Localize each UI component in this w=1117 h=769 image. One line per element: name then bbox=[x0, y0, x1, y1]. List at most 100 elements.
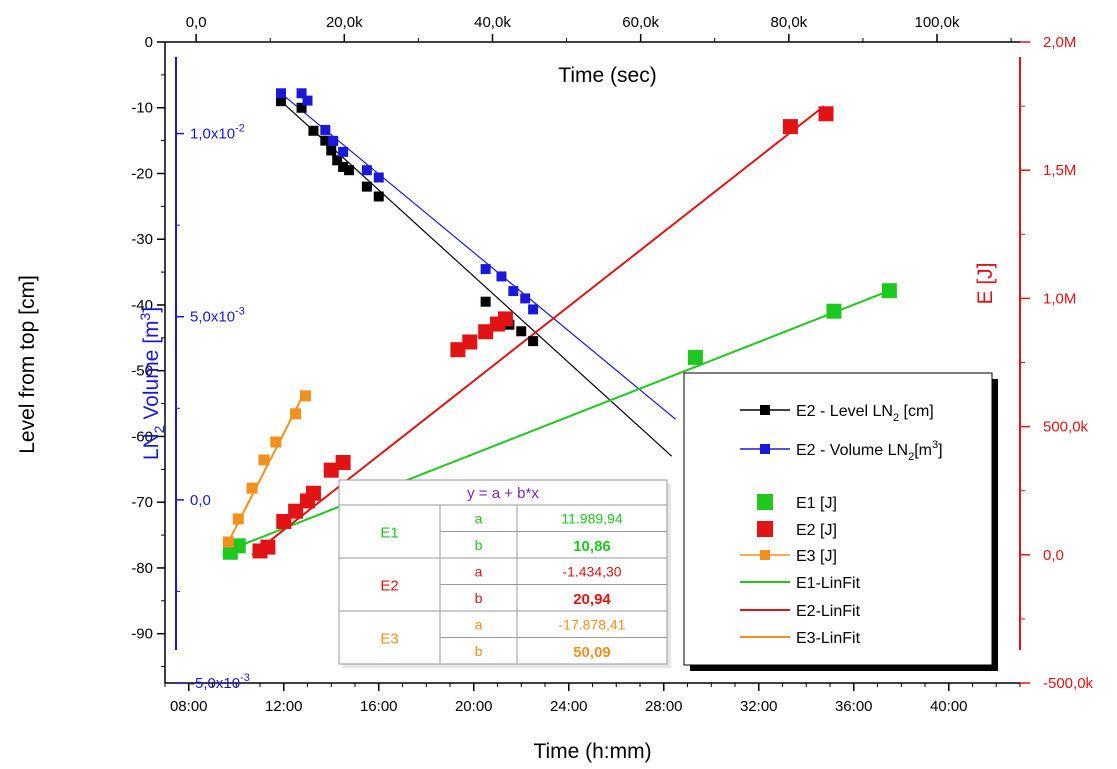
bottom-axis-label: Time (h:mm) bbox=[533, 740, 651, 763]
left-tick-label: -20 bbox=[131, 165, 153, 182]
data-point bbox=[516, 326, 527, 337]
left-tick-label: -50 bbox=[131, 363, 153, 380]
table-param-label: b bbox=[475, 590, 483, 606]
legend: E2 - Level LN2 [cm] E2 - Volume LN2[m3] E1… bbox=[683, 372, 998, 671]
data-point bbox=[308, 125, 319, 136]
data-point bbox=[276, 513, 292, 529]
data-point bbox=[320, 124, 331, 135]
top-tick-label: 0,0 bbox=[186, 14, 207, 31]
points-layer bbox=[222, 88, 897, 560]
table-value-a: -17.878,41 bbox=[559, 616, 626, 632]
data-point bbox=[296, 102, 307, 113]
bottom-tick-label: 36:00 bbox=[835, 698, 873, 715]
legend-label: E2 - Level LN2 [cm] bbox=[796, 403, 934, 424]
data-point bbox=[328, 135, 339, 146]
left-tick-label: -30 bbox=[131, 231, 153, 248]
data-point bbox=[520, 293, 531, 304]
bottom-tick-label: 32:00 bbox=[740, 698, 778, 715]
left-tick-label: -80 bbox=[131, 560, 153, 577]
table-param-label: a bbox=[475, 563, 483, 579]
data-point bbox=[222, 536, 234, 548]
legend-label: E3-LinFit bbox=[796, 630, 861, 647]
table-param-label: b bbox=[475, 537, 483, 553]
table-param-label: b bbox=[475, 643, 483, 659]
legend-marker bbox=[760, 405, 770, 415]
energy-tick-label: 2,0M bbox=[1043, 34, 1076, 51]
top-tick-label: 100,0k bbox=[914, 14, 960, 31]
energy-tick-label: -500,0k bbox=[1043, 675, 1094, 692]
data-point bbox=[373, 191, 384, 202]
legend-marker bbox=[757, 521, 773, 537]
volume-axis-label: LN2 Volume [m3] bbox=[137, 307, 167, 460]
data-point bbox=[275, 96, 286, 107]
top-tick-label: 80,0k bbox=[770, 14, 807, 31]
left-tick-label: -10 bbox=[131, 100, 153, 117]
data-point bbox=[496, 271, 507, 282]
axes-layer: 0 -10 -20 -30 -40 -50 -60 -70 -80 -90 Level from t… bbox=[16, 14, 1094, 763]
data-point bbox=[528, 336, 539, 347]
data-point bbox=[300, 390, 312, 402]
data-point bbox=[232, 513, 244, 525]
data-point bbox=[335, 454, 351, 470]
energy-tick-label: 1,0M bbox=[1043, 290, 1076, 307]
bottom-tick-label: 28:00 bbox=[645, 698, 683, 715]
data-point bbox=[881, 283, 897, 299]
bottom-tick-label: 12:00 bbox=[265, 698, 303, 715]
bottom-tick-label: 24:00 bbox=[550, 698, 588, 715]
legend-marker bbox=[760, 550, 770, 560]
energy-tick-label: 500,0k bbox=[1043, 419, 1089, 436]
top-axis-label: Time (sec) bbox=[558, 64, 656, 87]
data-point bbox=[258, 454, 270, 466]
left-tick-label: 0 bbox=[145, 34, 153, 51]
data-point bbox=[478, 324, 494, 340]
volume-tick-label: -5,0x10-3 bbox=[190, 672, 250, 692]
data-point bbox=[230, 538, 246, 554]
data-point bbox=[480, 264, 491, 275]
table-param-label: a bbox=[475, 616, 483, 632]
data-point bbox=[332, 155, 343, 166]
data-point bbox=[508, 286, 519, 297]
data-point bbox=[826, 303, 842, 319]
legend-label: E2 - Volume LN2[m3] bbox=[796, 439, 943, 463]
data-point bbox=[361, 165, 372, 176]
energy-axis-label: E [J] bbox=[974, 262, 997, 304]
bottom-tick-label: 16:00 bbox=[360, 698, 398, 715]
data-point bbox=[302, 95, 313, 106]
data-point bbox=[305, 485, 321, 501]
table-group-label: E3 bbox=[380, 631, 398, 648]
legend-marker bbox=[760, 444, 770, 454]
table-param-label: a bbox=[475, 510, 483, 526]
data-point bbox=[338, 161, 349, 172]
legend-label: E3 [J] bbox=[796, 548, 837, 565]
data-point bbox=[296, 88, 307, 99]
left-tick-label: -90 bbox=[131, 626, 153, 643]
data-point bbox=[818, 106, 834, 122]
energy-tick-label: 1,5M bbox=[1043, 162, 1076, 179]
data-point bbox=[373, 172, 384, 183]
data-point bbox=[260, 539, 276, 555]
data-point bbox=[497, 311, 513, 327]
left-axis-label: Level from top [cm] bbox=[16, 275, 39, 454]
trend-line bbox=[280, 100, 673, 457]
legend-marker bbox=[757, 494, 773, 510]
left-tick-label: -40 bbox=[131, 297, 153, 314]
bottom-tick-label: 08:00 bbox=[170, 698, 208, 715]
top-tick-label: 20,0k bbox=[326, 14, 363, 31]
table-group-label: E2 bbox=[380, 578, 398, 595]
table-header: y = a + b*x bbox=[467, 485, 539, 502]
left-tick-label: -60 bbox=[131, 428, 153, 445]
data-point bbox=[290, 408, 302, 420]
legend-label: E2 [J] bbox=[796, 522, 837, 539]
table-group-label: E1 bbox=[380, 525, 398, 542]
data-point bbox=[275, 88, 286, 99]
table-value-a: -1.434,30 bbox=[562, 563, 621, 579]
table-box bbox=[338, 479, 668, 665]
data-point bbox=[323, 462, 339, 478]
data-point bbox=[361, 181, 372, 192]
bottom-tick-label: 40:00 bbox=[930, 698, 968, 715]
data-point bbox=[246, 482, 258, 494]
data-point bbox=[687, 349, 703, 365]
data-point bbox=[338, 146, 349, 157]
legend-label: E2-LinFit bbox=[796, 603, 861, 620]
